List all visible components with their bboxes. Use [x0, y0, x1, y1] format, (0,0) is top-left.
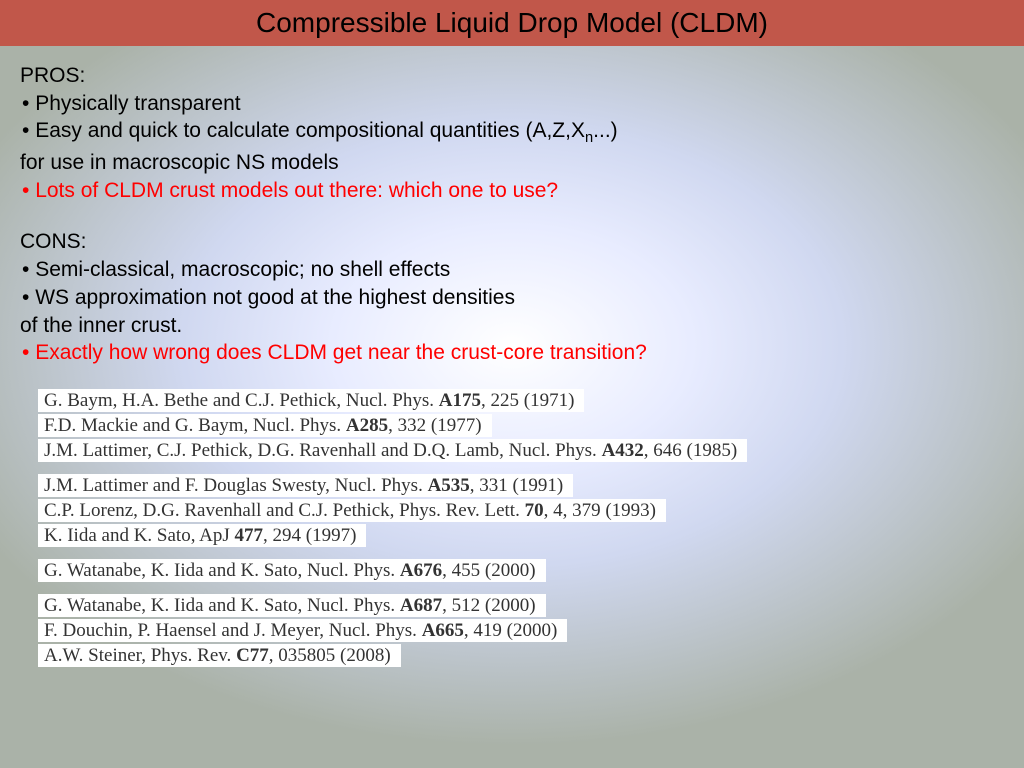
reference-citation: K. Iida and K. Sato, ApJ 477, 294 (1997)	[38, 524, 366, 547]
reference-row: G. Watanabe, K. Iida and K. Sato, Nucl. …	[38, 559, 1004, 584]
reference-post: , 419 (2000)	[464, 620, 557, 641]
reference-citation: J.M. Lattimer, C.J. Pethick, D.G. Ravenh…	[38, 439, 747, 462]
cons-heading: CONS:	[20, 228, 1004, 256]
pros-item-highlight: Lots of CLDM crust models out there: whi…	[20, 177, 1004, 205]
reference-pre: F. Douchin, P. Haensel and J. Meyer, Nuc…	[44, 620, 422, 641]
reference-gap	[38, 584, 1004, 594]
reference-pre: A.W. Steiner, Phys. Rev.	[44, 645, 236, 666]
reference-citation: G. Baym, H.A. Bethe and C.J. Pethick, Nu…	[38, 389, 584, 412]
reference-volume: A676	[400, 560, 442, 581]
reference-volume: A535	[428, 475, 470, 496]
reference-post: , 331 (1991)	[470, 475, 563, 496]
reference-row: J.M. Lattimer and F. Douglas Swesty, Nuc…	[38, 474, 1004, 499]
spacer	[20, 204, 1004, 226]
reference-citation: F. Douchin, P. Haensel and J. Meyer, Nuc…	[38, 619, 567, 642]
slide-title: Compressible Liquid Drop Model (CLDM)	[256, 7, 768, 39]
cons-item: Semi-classical, macroscopic; no shell ef…	[20, 256, 1004, 284]
reference-volume: A665	[422, 620, 464, 641]
subscript: n	[585, 131, 593, 147]
pros-item-text: Easy and quick to calculate compositiona…	[35, 119, 585, 142]
reference-pre: C.P. Lorenz, D.G. Ravenhall and C.J. Pet…	[44, 500, 525, 521]
reference-post: , 225 (1971)	[481, 390, 574, 411]
reference-row: J.M. Lattimer, C.J. Pethick, D.G. Ravenh…	[38, 439, 1004, 464]
reference-volume: A285	[346, 415, 388, 436]
reference-volume: 477	[235, 525, 264, 546]
reference-post: , 646 (1985)	[644, 440, 737, 461]
reference-volume: A432	[602, 440, 644, 461]
reference-pre: J.M. Lattimer, C.J. Pethick, D.G. Ravenh…	[44, 440, 602, 461]
reference-post: , 512 (2000)	[442, 595, 535, 616]
reference-citation: J.M. Lattimer and F. Douglas Swesty, Nuc…	[38, 474, 573, 497]
reference-pre: K. Iida and K. Sato, ApJ	[44, 525, 235, 546]
reference-row: F.D. Mackie and G. Baym, Nucl. Phys. A28…	[38, 414, 1004, 439]
cons-item-continuation: of the inner crust.	[20, 312, 1004, 340]
pros-item-tail: ...)	[593, 119, 618, 142]
slide-body: PROS: Physically transparent Easy and qu…	[0, 46, 1024, 669]
references-block: G. Baym, H.A. Bethe and C.J. Pethick, Nu…	[38, 389, 1004, 669]
reference-row: A.W. Steiner, Phys. Rev. C77, 035805 (20…	[38, 644, 1004, 669]
reference-volume: 70	[525, 500, 544, 521]
reference-pre: G. Baym, H.A. Bethe and C.J. Pethick, Nu…	[44, 390, 439, 411]
reference-citation: A.W. Steiner, Phys. Rev. C77, 035805 (20…	[38, 644, 401, 667]
reference-row: K. Iida and K. Sato, ApJ 477, 294 (1997)	[38, 524, 1004, 549]
reference-citation: C.P. Lorenz, D.G. Ravenhall and C.J. Pet…	[38, 499, 666, 522]
reference-post: , 035805 (2008)	[269, 645, 391, 666]
reference-row: F. Douchin, P. Haensel and J. Meyer, Nuc…	[38, 619, 1004, 644]
reference-citation: G. Watanabe, K. Iida and K. Sato, Nucl. …	[38, 559, 546, 582]
reference-pre: J.M. Lattimer and F. Douglas Swesty, Nuc…	[44, 475, 428, 496]
reference-volume: A687	[400, 595, 442, 616]
reference-pre: G. Watanabe, K. Iida and K. Sato, Nucl. …	[44, 595, 400, 616]
reference-gap	[38, 464, 1004, 474]
reference-post: , 4, 379 (1993)	[544, 500, 656, 521]
reference-row: G. Watanabe, K. Iida and K. Sato, Nucl. …	[38, 594, 1004, 619]
pros-item-continuation: for use in macroscopic NS models	[20, 149, 1004, 177]
reference-volume: C77	[236, 645, 269, 666]
reference-post: , 294 (1997)	[263, 525, 356, 546]
reference-post: , 332 (1977)	[388, 415, 481, 436]
pros-item: Physically transparent	[20, 90, 1004, 118]
reference-row: C.P. Lorenz, D.G. Ravenhall and C.J. Pet…	[38, 499, 1004, 524]
pros-item: Easy and quick to calculate compositiona…	[20, 117, 1004, 149]
reference-post: , 455 (2000)	[442, 560, 535, 581]
cons-item-highlight: Exactly how wrong does CLDM get near the…	[20, 339, 1004, 367]
title-bar: Compressible Liquid Drop Model (CLDM)	[0, 0, 1024, 46]
reference-citation: F.D. Mackie and G. Baym, Nucl. Phys. A28…	[38, 414, 492, 437]
cons-item: WS approximation not good at the highest…	[20, 284, 1004, 312]
reference-row: G. Baym, H.A. Bethe and C.J. Pethick, Nu…	[38, 389, 1004, 414]
reference-volume: A175	[439, 390, 481, 411]
reference-citation: G. Watanabe, K. Iida and K. Sato, Nucl. …	[38, 594, 546, 617]
reference-pre: F.D. Mackie and G. Baym, Nucl. Phys.	[44, 415, 346, 436]
pros-heading: PROS:	[20, 62, 1004, 90]
reference-pre: G. Watanabe, K. Iida and K. Sato, Nucl. …	[44, 560, 400, 581]
reference-gap	[38, 549, 1004, 559]
